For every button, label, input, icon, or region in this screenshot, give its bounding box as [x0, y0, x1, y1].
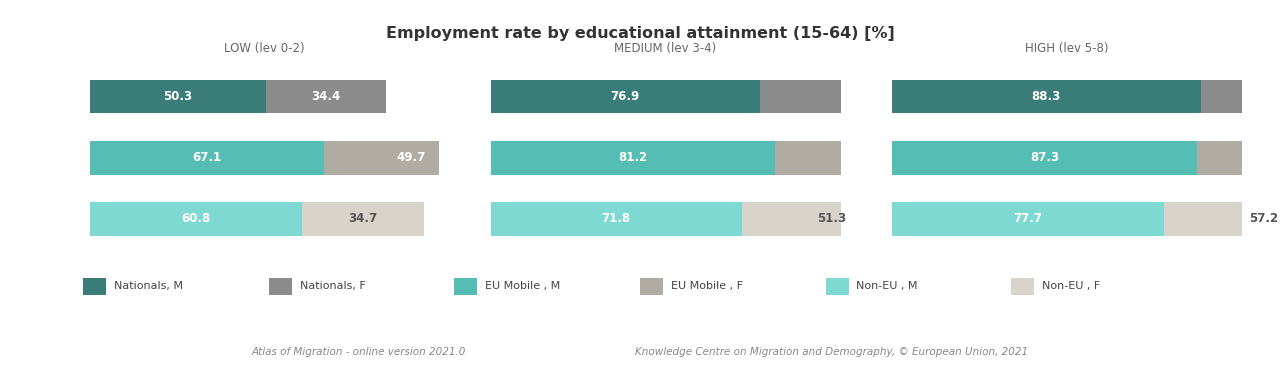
Text: 34.4: 34.4	[311, 90, 340, 103]
Bar	[1164, 202, 1280, 236]
Bar	[490, 141, 774, 175]
Text: 76.9: 76.9	[611, 90, 640, 103]
Text: Nationals, F: Nationals, F	[300, 281, 365, 291]
Text: 57.2: 57.2	[1249, 212, 1279, 225]
Bar	[90, 141, 324, 175]
Bar	[892, 202, 1164, 236]
Bar	[90, 202, 302, 236]
Text: 71.8: 71.8	[602, 212, 631, 225]
Text: 49.7: 49.7	[397, 151, 426, 164]
Text: 87.3: 87.3	[1030, 151, 1059, 164]
Text: HIGH (lev 5-8): HIGH (lev 5-8)	[1025, 42, 1108, 55]
Bar	[490, 202, 742, 236]
Text: LOW (lev 0-2): LOW (lev 0-2)	[224, 42, 305, 55]
Text: Nationals, M: Nationals, M	[114, 281, 183, 291]
Bar	[774, 141, 1001, 175]
Bar	[760, 80, 988, 113]
Text: 65.4: 65.4	[859, 90, 888, 103]
Text: Non-EU , M: Non-EU , M	[856, 281, 918, 291]
Text: 81.2: 81.2	[618, 151, 648, 164]
Text: 60.8: 60.8	[182, 212, 211, 225]
Text: 77.7: 77.7	[1014, 212, 1042, 225]
Text: 67.1: 67.1	[192, 151, 221, 164]
Text: Knowledge Centre on Migration and Demography, © European Union, 2021: Knowledge Centre on Migration and Demogr…	[635, 347, 1029, 357]
Text: Non-EU , F: Non-EU , F	[1042, 281, 1101, 291]
Bar	[892, 141, 1197, 175]
Text: 50.3: 50.3	[163, 90, 192, 103]
Text: 51.3: 51.3	[817, 212, 846, 225]
Text: 64.8: 64.8	[873, 151, 902, 164]
Text: EU Mobile , M: EU Mobile , M	[485, 281, 561, 291]
Bar	[742, 202, 922, 236]
Text: 88.3: 88.3	[1032, 90, 1061, 103]
Bar	[1197, 141, 1280, 175]
Bar	[490, 80, 760, 113]
Text: 34.7: 34.7	[348, 212, 378, 225]
Text: EU Mobile , F: EU Mobile , F	[671, 281, 742, 291]
Bar	[324, 141, 498, 175]
Bar	[90, 80, 265, 113]
Bar	[265, 80, 387, 113]
Bar	[302, 202, 424, 236]
Bar	[892, 80, 1201, 113]
Bar	[1201, 80, 1280, 113]
Text: Atlas of Migration - online version 2021.0: Atlas of Migration - online version 2021…	[251, 347, 466, 357]
Text: MEDIUM (lev 3-4): MEDIUM (lev 3-4)	[614, 42, 717, 55]
Text: Employment rate by educational attainment (15-64) [%]: Employment rate by educational attainmen…	[385, 26, 895, 41]
